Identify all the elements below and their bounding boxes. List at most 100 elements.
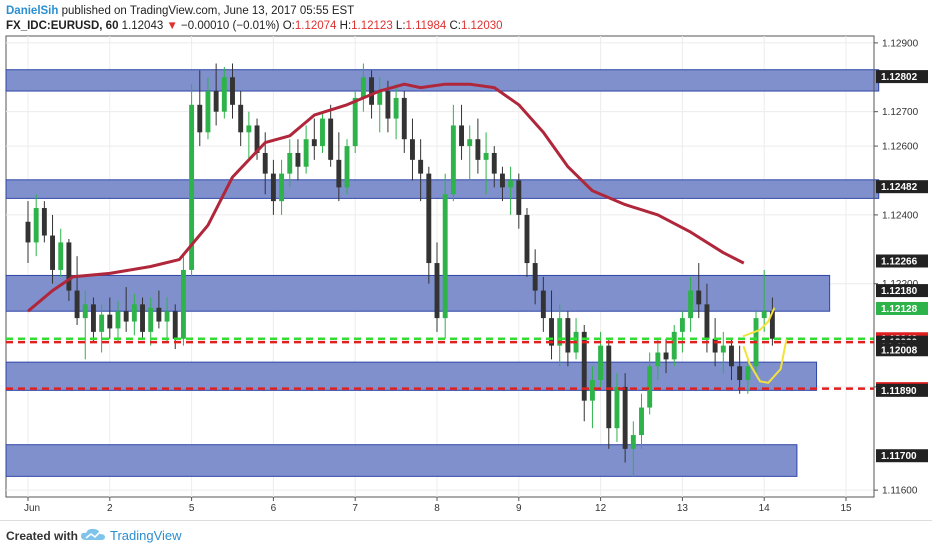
price-tag-bg: [876, 254, 928, 268]
candle-body: [99, 314, 105, 332]
author-link[interactable]: DanielSih: [6, 5, 59, 17]
price-tag-bg: [876, 449, 928, 463]
candle-body: [598, 345, 604, 381]
price-tag-bg: [876, 383, 928, 397]
price-tag-label: 1.12802: [881, 72, 918, 83]
candle-body: [221, 77, 227, 112]
candle-body: [442, 194, 448, 319]
price-chart[interactable]: 1.129001.127001.126001.124001.122001.119…: [0, 0, 932, 520]
candle-body: [688, 290, 694, 319]
candle-body: [320, 118, 325, 147]
candle-body: [532, 263, 538, 291]
candle-body: [140, 304, 145, 332]
zone-box: [5, 179, 880, 199]
yellow-sketch: [742, 307, 775, 337]
candle-body: [213, 91, 219, 112]
price-change: −0.00010 (−0.01%): [181, 20, 280, 32]
price-tag: 1.11890: [876, 383, 928, 397]
candle-body: [589, 380, 595, 401]
tradingview-brand[interactable]: TradingView: [110, 528, 182, 543]
candle-body: [720, 345, 726, 353]
candle-body: [450, 125, 456, 195]
candle-body: [74, 290, 80, 319]
price-tag-label: 1.11890: [881, 386, 917, 397]
candle-body: [230, 77, 235, 105]
x-tick-label: 7: [352, 503, 358, 514]
price-tag-bg: [876, 180, 928, 194]
y-tick-label: 1.12600: [882, 142, 919, 153]
candle-body: [622, 386, 628, 449]
candle-body: [410, 139, 415, 160]
candle-body: [58, 242, 64, 270]
candle-body: [761, 311, 767, 319]
candle-body: [639, 407, 644, 436]
sketch-annotations: [742, 307, 788, 384]
price-tag: 1.12802: [876, 70, 928, 84]
yellow-sketch: [742, 339, 788, 384]
candle-body: [50, 235, 55, 270]
candle-body: [254, 125, 260, 153]
candle-body: [148, 307, 154, 332]
candle-body: [516, 180, 522, 215]
price-tag-label: 1.12008: [881, 345, 918, 356]
candle-body: [671, 331, 677, 360]
zone-box: [5, 444, 798, 477]
candle-body: [393, 97, 399, 119]
x-tick-label: 9: [516, 503, 522, 514]
candle-body: [328, 118, 334, 160]
price-tag: 1.12128: [876, 301, 928, 315]
candle-body: [360, 77, 366, 98]
candle-body: [197, 104, 203, 133]
price-tag-label: 1.12180: [881, 286, 918, 297]
candle-body: [352, 97, 358, 147]
price-tag-label: 1.12128: [881, 304, 918, 315]
candle-body: [180, 269, 186, 339]
candle-body: [270, 173, 276, 202]
candle-body: [630, 435, 636, 449]
candle-body: [33, 208, 39, 243]
candle-body: [712, 338, 718, 353]
price-tag-label: 1.12266: [881, 256, 918, 267]
candle-body: [189, 104, 195, 270]
candle-body: [344, 146, 350, 188]
candle-body: [279, 173, 285, 202]
candle-body: [336, 159, 342, 188]
zone-box: [5, 69, 880, 92]
symbol-label: FX_IDC:EURUSD, 60: [6, 20, 119, 32]
candle-body: [540, 290, 546, 319]
tradingview-cloud-icon: [81, 528, 105, 540]
candle-body: [107, 314, 113, 329]
chart-header: DanielSih published on TradingView.com, …: [6, 4, 926, 34]
candle-body: [246, 125, 252, 133]
candle-body: [729, 345, 734, 367]
high-label: H:: [339, 20, 352, 32]
candle-body: [557, 318, 563, 346]
price-tag: 1.12180: [876, 284, 928, 298]
candle-body: [164, 311, 170, 322]
candle-body: [90, 304, 96, 332]
candle-body: [508, 180, 514, 188]
candle-body: [737, 366, 743, 381]
time-axis[interactable]: Jun 2 5 6 7 8 9 12 13 14 15: [24, 497, 852, 514]
x-tick-label: 15: [840, 503, 852, 514]
candle-body: [262, 152, 268, 174]
x-tick-label: 12: [595, 503, 607, 514]
candle-body: [418, 159, 424, 174]
candle-body: [25, 221, 31, 243]
candle-body: [295, 152, 301, 167]
close-value: 1.12030: [460, 20, 503, 32]
price-tag-label: 1.12482: [881, 182, 918, 193]
high-value: 1.12123: [351, 20, 393, 32]
price-tag: 1.12482: [876, 180, 928, 194]
candle-body: [647, 366, 653, 408]
x-tick-label: 6: [271, 503, 277, 514]
candle-body: [769, 311, 775, 339]
price-tag-bg: [876, 301, 928, 315]
candle-body: [745, 366, 751, 381]
candle-body: [696, 290, 702, 305]
candle-body: [82, 304, 88, 319]
candle-body: [581, 331, 587, 401]
candle-body: [491, 152, 497, 174]
low-label: L:: [395, 20, 406, 32]
x-tick-label: 5: [189, 503, 195, 514]
